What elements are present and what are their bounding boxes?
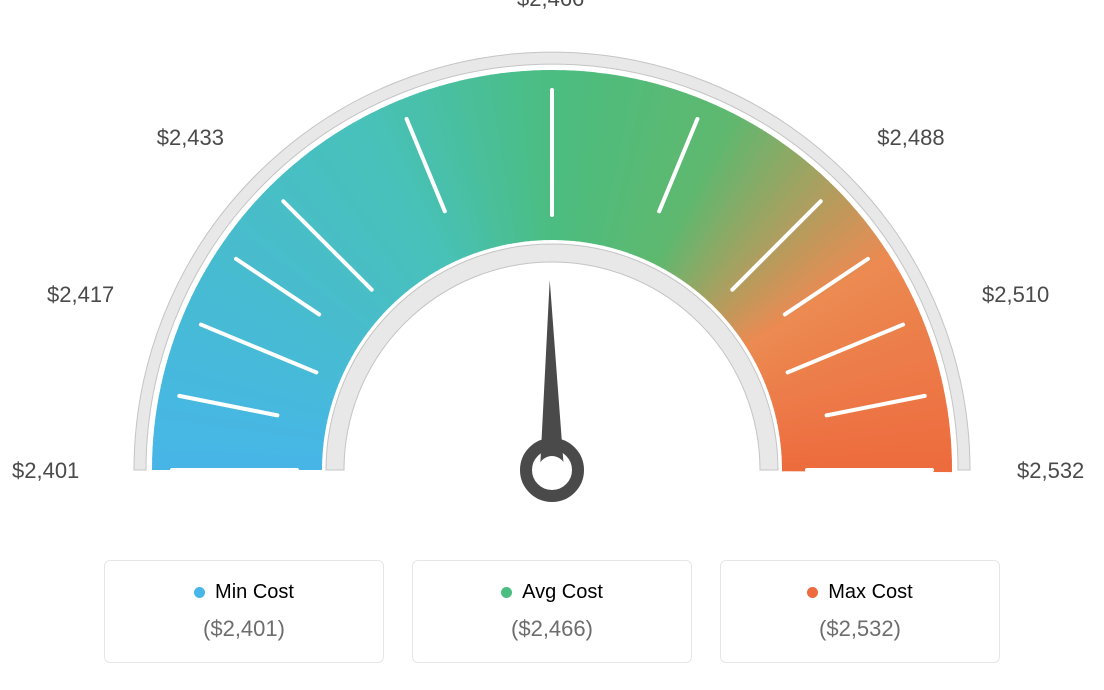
max-cost-label: Max Cost (828, 581, 912, 604)
min-cost-value: ($2,401) (115, 616, 373, 642)
max-dot-icon (807, 587, 818, 598)
max-cost-card: Max Cost ($2,532) (720, 560, 1000, 663)
avg-cost-card: Avg Cost ($2,466) (412, 560, 692, 663)
avg-cost-label: Avg Cost (522, 581, 603, 604)
gauge-tick-label: $2,466 (517, 0, 584, 12)
avg-dot-icon (501, 587, 512, 598)
max-cost-title: Max Cost (807, 581, 912, 604)
min-cost-title: Min Cost (194, 581, 294, 604)
gauge-svg (0, 0, 1104, 560)
gauge-tick-label: $2,401 (12, 458, 79, 484)
gauge-tick-label: $2,433 (157, 125, 224, 151)
max-cost-value: ($2,532) (731, 616, 989, 642)
min-dot-icon (194, 587, 205, 598)
avg-cost-title: Avg Cost (501, 581, 603, 604)
gauge-tick-label: $2,532 (1017, 458, 1084, 484)
min-cost-card: Min Cost ($2,401) (104, 560, 384, 663)
gauge-container: $2,401 $2,417 $2,433 $2,466 $2,488 $2,510 $2,5… (0, 0, 1104, 560)
gauge-tick-label: $2,510 (982, 282, 1049, 308)
avg-cost-value: ($2,466) (423, 616, 681, 642)
gauge-tick-label: $2,417 (47, 282, 114, 308)
min-cost-label: Min Cost (215, 581, 294, 604)
gauge-tick-label: $2,488 (877, 125, 944, 151)
summary-row: Min Cost ($2,401) Avg Cost ($2,466) Max … (0, 560, 1104, 663)
